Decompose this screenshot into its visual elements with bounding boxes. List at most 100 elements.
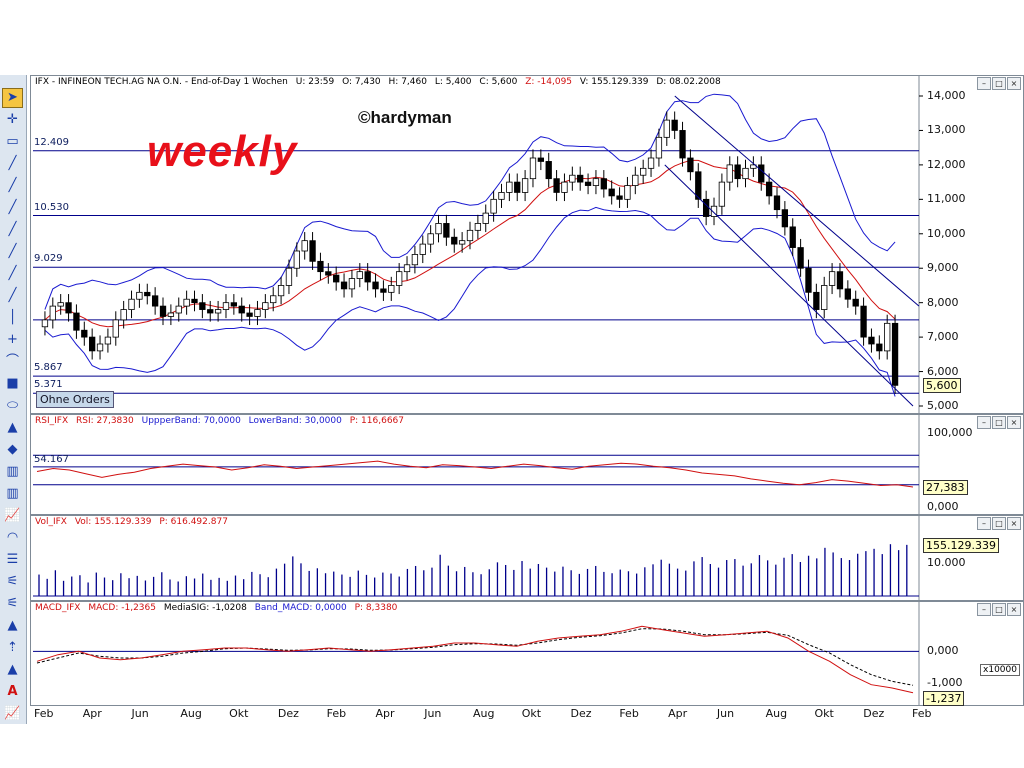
macd-band: Band_MACD: 0,0000 [254, 603, 347, 613]
candle [443, 223, 450, 238]
candle [348, 278, 356, 290]
candle [671, 119, 678, 131]
month-label: Dez [570, 707, 592, 720]
candle [781, 209, 789, 228]
rsi-value: RSI: 27,3830 [76, 416, 134, 426]
ruler-icon[interactable]: ⚟ [6, 574, 19, 589]
text-icon[interactable]: A [7, 684, 18, 699]
triangle-icon[interactable]: ▲ [7, 420, 18, 435]
bollinger-lower-line [44, 206, 896, 397]
close-icon[interactable]: × [1007, 77, 1021, 90]
line-icon[interactable]: ╱ [8, 266, 17, 281]
cross-icon[interactable]: + [7, 332, 18, 347]
month-label: Dez [863, 707, 885, 720]
line-icon[interactable]: ╱ [8, 200, 17, 215]
candle [608, 188, 615, 197]
macd-tick-label: 0,000 [927, 644, 959, 658]
month-label: Feb [326, 707, 347, 720]
macd-signal: MediaSIG: -1,0208 [163, 603, 247, 613]
month-label: Okt [229, 707, 249, 720]
bars-icon[interactable]: ▥ [6, 486, 19, 501]
vol-value: Vol: 155.129.339 [74, 517, 152, 527]
candle [640, 167, 647, 176]
curve-icon[interactable]: ⌒ [5, 354, 19, 369]
level-label: 12.409 [34, 136, 69, 148]
price-tick-label: 9,000 [927, 261, 959, 275]
maximize-icon[interactable]: □ [992, 517, 1006, 530]
candle [81, 329, 88, 338]
open-label: O: 7,430 [342, 77, 381, 87]
line-icon[interactable]: ╱ [8, 244, 17, 259]
candle [702, 198, 710, 217]
rsi-name: RSI_IFX [35, 416, 69, 426]
list-icon[interactable]: ☰ [6, 552, 19, 567]
last-volume-label: 155.129.339 [923, 537, 999, 553]
cursor-icon[interactable]: ➤ [2, 88, 23, 108]
square-icon[interactable]: ■ [6, 376, 19, 391]
rect-icon[interactable]: ▭ [6, 134, 19, 149]
chart-icon[interactable]: 📈 [4, 706, 21, 721]
triangle-icon[interactable]: ▲ [7, 662, 18, 677]
minimize-icon[interactable]: – [977, 517, 991, 530]
rsi-upper: UppperBand: 70,0000 [141, 416, 241, 426]
candle [687, 157, 694, 173]
trend-channel-lower [664, 164, 914, 407]
candle [577, 174, 584, 183]
maximize-icon[interactable]: □ [992, 416, 1006, 429]
maximize-icon[interactable]: □ [992, 77, 1006, 90]
ellipse-icon[interactable]: ⬭ [6, 398, 19, 413]
trend-channel-upper [674, 95, 920, 307]
candle [372, 281, 379, 290]
macd-line [36, 625, 914, 694]
month-label: Apr [82, 707, 102, 720]
bars-icon[interactable]: ▥ [6, 464, 19, 479]
month-label: Feb [912, 707, 932, 720]
close-icon[interactable]: × [1007, 416, 1021, 429]
month-label: Aug [473, 707, 495, 720]
line-icon[interactable]: ╱ [8, 156, 17, 171]
line-icon[interactable]: ╱ [8, 178, 17, 193]
line-icon[interactable]: ╱ [8, 222, 17, 237]
candle [852, 298, 859, 307]
close-icon[interactable]: × [1007, 603, 1021, 616]
triangle-icon[interactable]: ▲ [7, 618, 18, 633]
level-label: 5.371 [34, 379, 63, 391]
candle [262, 302, 269, 310]
candle [482, 212, 489, 224]
candle [789, 226, 796, 248]
price-pane[interactable]: IFX - INFINEON TECH.AG NA O.N. - End-of-… [30, 75, 1024, 414]
candle [891, 322, 899, 386]
maximize-icon[interactable]: □ [992, 603, 1006, 616]
vline-icon[interactable]: │ [8, 310, 17, 325]
ohne-orders-button[interactable]: Ohne Orders [36, 391, 114, 408]
minimize-icon[interactable]: – [977, 416, 991, 429]
month-label: Apr [668, 707, 688, 720]
candle [175, 305, 182, 314]
candle [380, 288, 387, 293]
candle [128, 298, 135, 310]
crosshair-icon[interactable]: ✛ [7, 112, 18, 127]
line-icon[interactable]: ╱ [8, 288, 17, 303]
candle [821, 285, 828, 310]
candle [710, 205, 718, 217]
diamond-icon[interactable]: ◆ [7, 442, 18, 457]
chart-icon[interactable]: 📈 [4, 508, 21, 523]
volume-pane[interactable]: Vol_IFX Vol: 155.129.339 P: 616.492.877 … [30, 515, 1024, 601]
close-icon[interactable]: × [1007, 517, 1021, 530]
minimize-icon[interactable]: – [977, 603, 991, 616]
ruler-icon[interactable]: ⚟ [6, 596, 19, 611]
macd-signal-line [36, 628, 914, 686]
candle [333, 274, 340, 283]
macd-chart [33, 602, 920, 705]
volume-header: Vol_IFX Vol: 155.129.339 P: 616.492.877 [35, 517, 233, 527]
candle [364, 271, 371, 283]
price-tick-label: 8,000 [927, 295, 959, 309]
rsi-pane[interactable]: RSI_IFX RSI: 27,3830 UppperBand: 70,0000… [30, 414, 1024, 515]
fan-icon[interactable]: ◠ [6, 530, 19, 545]
minimize-icon[interactable]: – [977, 77, 991, 90]
candle [584, 181, 592, 186]
arrow-up-icon[interactable]: ⇡ [7, 640, 18, 655]
macd-pane[interactable]: MACD_IFX MACD: -1,2365 MediaSIG: -1,0208… [30, 601, 1024, 706]
candle [112, 319, 119, 338]
macd-name: MACD_IFX [35, 603, 81, 613]
